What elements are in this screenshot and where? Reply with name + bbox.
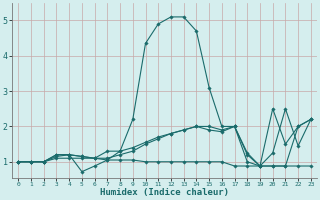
X-axis label: Humidex (Indice chaleur): Humidex (Indice chaleur) [100, 188, 229, 197]
